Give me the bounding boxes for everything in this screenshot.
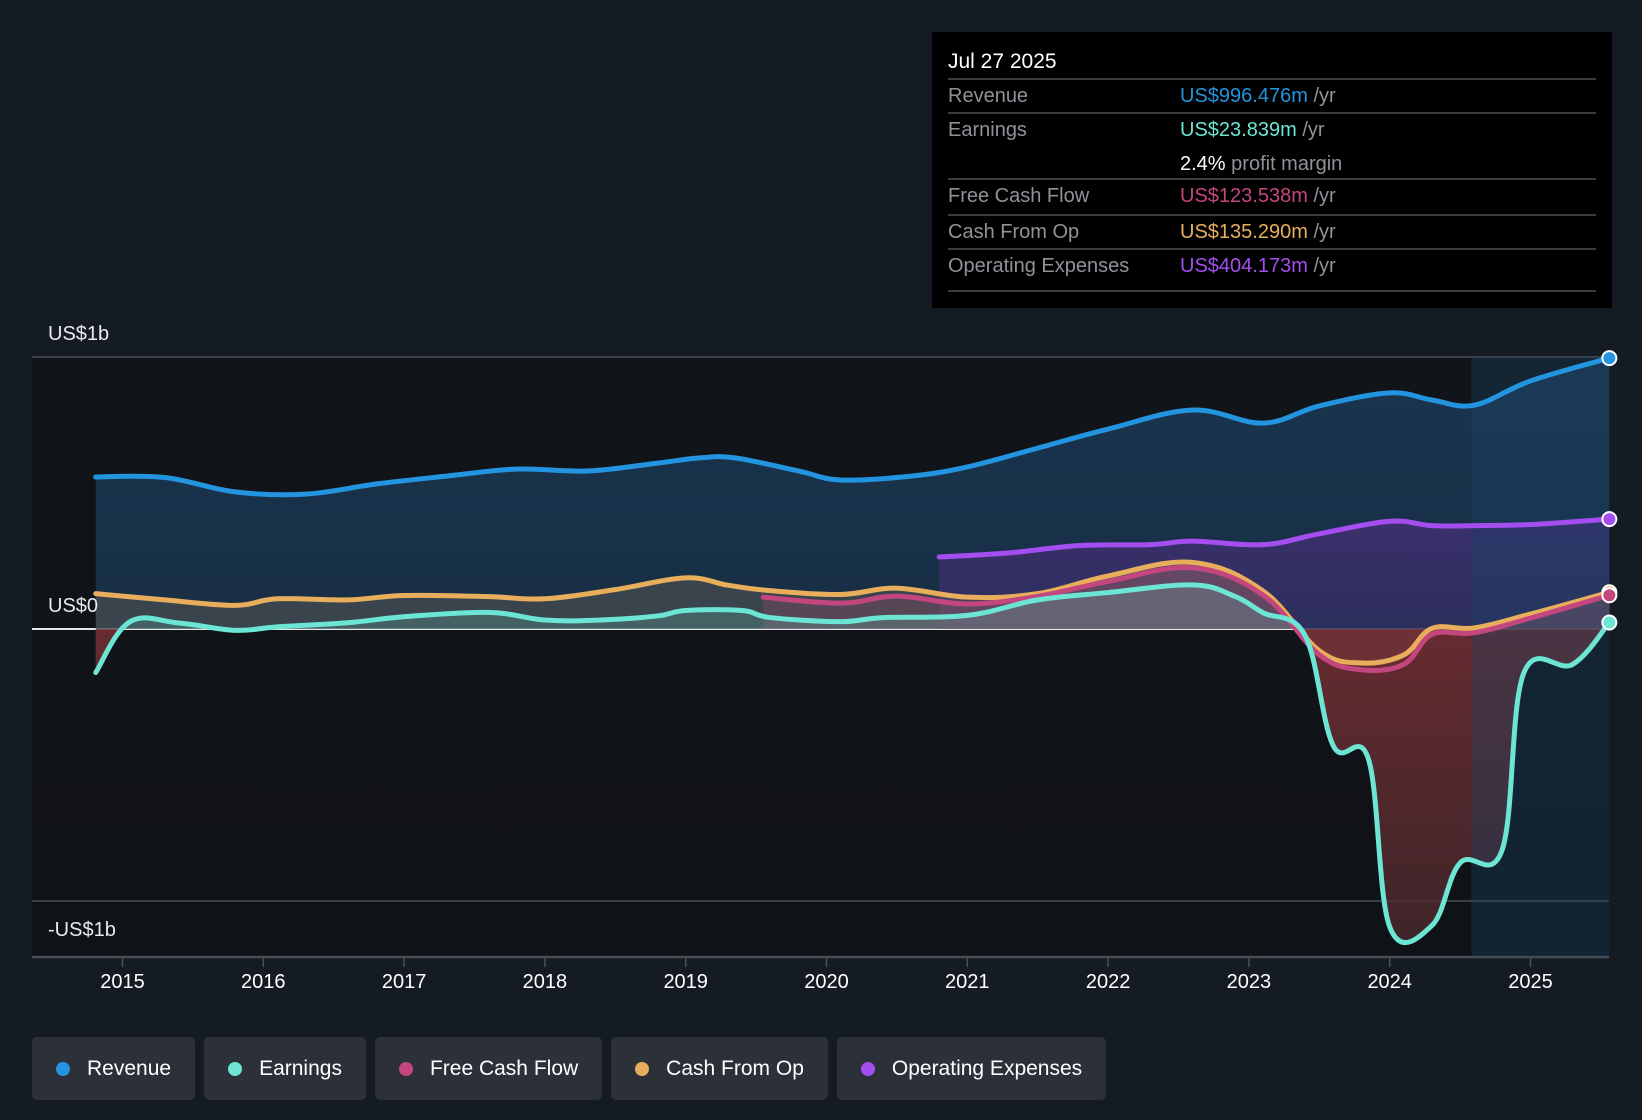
x-tick-label: 2019 — [663, 971, 708, 993]
legend-label: Cash From Op — [666, 1056, 804, 1080]
y-tick-label: -US$1b — [48, 919, 116, 941]
x-tick-label: 2016 — [241, 971, 286, 993]
tooltip-row-fcf: Free Cash Flow US$123.538m /yr — [948, 178, 1596, 214]
tooltip-unit: /yr — [1302, 119, 1325, 141]
x-axis-ticks — [121, 957, 1532, 967]
x-tick-label: 2020 — [804, 971, 849, 993]
tooltip-divider — [948, 290, 1596, 292]
earnings-negative-area — [95, 629, 1609, 943]
x-tick-label: 2018 — [522, 971, 568, 993]
legend-dot-icon — [860, 1061, 875, 1076]
y-tick-label: US$0 — [48, 595, 99, 617]
earnings-line — [93, 582, 1612, 945]
tooltip-unit: /yr — [1313, 185, 1336, 207]
tooltip-unit: /yr — [1313, 85, 1336, 107]
x-tick-label: 2017 — [381, 971, 427, 993]
tooltip-row-opex: Operating Expenses US$404.173m /yr — [948, 248, 1596, 284]
revenue-endpoint — [1601, 350, 1618, 367]
tooltip-label: Free Cash Flow — [948, 185, 1090, 207]
legend-item-earnings[interactable]: Earnings — [204, 1037, 366, 1100]
x-tick-label: 2023 — [1226, 971, 1272, 993]
legend-dot-icon — [228, 1061, 243, 1076]
legend-dot-icon — [398, 1061, 413, 1076]
tooltip-row-cfo: Cash From Op US$135.290m /yr — [948, 214, 1596, 250]
tooltip-value: US$404.173m — [1180, 255, 1308, 277]
legend-item-cash-from-op[interactable]: Cash From Op — [611, 1037, 828, 1100]
operating-expenses-line — [936, 516, 1612, 560]
series-lines — [93, 355, 1612, 945]
operating-expenses-endpoint — [1601, 511, 1618, 528]
legend-item-free-cash-flow[interactable]: Free Cash Flow — [374, 1037, 603, 1100]
legend-label: Operating Expenses — [891, 1056, 1083, 1080]
tooltip-unit: profit margin — [1231, 153, 1343, 175]
tooltip-unit: /yr — [1313, 255, 1336, 277]
tooltip-value: 2.4% — [1180, 153, 1226, 175]
x-tick-label: 2025 — [1508, 971, 1553, 993]
tooltip-label: Revenue — [948, 85, 1029, 107]
legend-item-operating-expenses[interactable]: Operating Expenses — [836, 1037, 1107, 1100]
revenue-line — [93, 355, 1612, 498]
free-cash-flow-endpoint — [1601, 587, 1618, 604]
x-tick-label: 2021 — [945, 971, 990, 993]
tooltip-date: Jul 27 2025 — [948, 50, 1057, 73]
tooltip-row-revenue: Revenue US$996.476m /yr — [948, 78, 1596, 114]
cash-from-op-line — [93, 559, 1612, 666]
profit-margin: 2.4% profit margin — [1180, 153, 1342, 176]
series-endpoints — [1601, 350, 1618, 631]
x-tick-label: 2015 — [100, 971, 145, 993]
x-tick-label: 2022 — [1085, 971, 1131, 993]
legend: Revenue Earnings Free Cash Flow Cash Fro… — [32, 1037, 1107, 1100]
x-tick-label: 2024 — [1367, 971, 1412, 993]
series-areas — [95, 358, 1610, 943]
y-tick-label: US$1b — [48, 323, 110, 345]
tooltip-row-earnings: Earnings US$23.839m /yr 2.4% profit marg… — [948, 112, 1596, 180]
legend-label: Revenue — [87, 1056, 172, 1080]
tooltip-panel: Jul 27 2025 Revenue US$996.476m /yr Earn… — [932, 32, 1612, 308]
tooltip-value: US$135.290m — [1180, 221, 1308, 243]
tooltip-label: Cash From Op — [948, 221, 1080, 243]
legend-item-revenue[interactable]: Revenue — [32, 1037, 196, 1100]
earnings-endpoint — [1601, 614, 1618, 631]
tooltip-label: Operating Expenses — [948, 255, 1130, 277]
tooltip-unit: /yr — [1313, 221, 1336, 243]
free-cash-flow-line — [760, 564, 1612, 674]
tooltip-value: US$23.839m — [1180, 119, 1297, 141]
legend-dot-icon — [56, 1061, 70, 1076]
legend-dot-icon — [635, 1061, 650, 1076]
legend-label: Earnings — [259, 1056, 342, 1080]
tooltip-value: US$123.538m — [1180, 185, 1308, 207]
tooltip-label: Earnings — [948, 119, 1027, 141]
tooltip-value: US$996.476m — [1180, 85, 1308, 107]
legend-label: Free Cash Flow — [429, 1056, 579, 1080]
cash-from-op-area — [95, 561, 1610, 664]
